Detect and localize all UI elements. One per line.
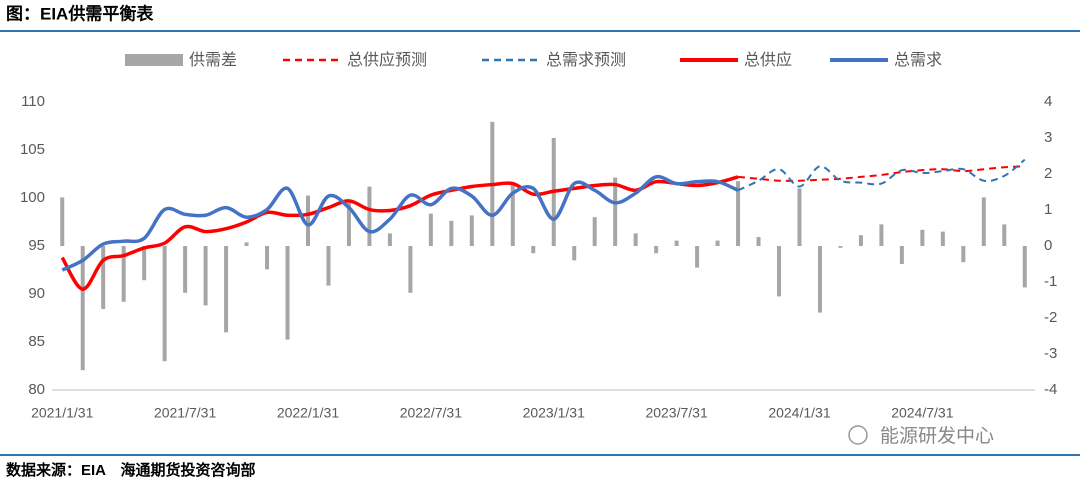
bar: [101, 246, 106, 309]
x-tick-label: 2022/1/31: [277, 405, 339, 421]
line: [737, 158, 1026, 192]
y2-tick-label: 1: [1044, 201, 1052, 218]
y-tick-label: 105: [20, 141, 45, 158]
bar: [1002, 224, 1007, 246]
line: [737, 165, 1025, 182]
bar: [80, 246, 85, 371]
bar: [162, 246, 167, 362]
bar: [305, 195, 310, 246]
bar: [797, 188, 802, 246]
y2-tick-label: -4: [1044, 381, 1057, 398]
source: 数据来源：EIA 海通期货投资咨询部: [6, 461, 255, 479]
x-tick-label: 2023/7/31: [645, 405, 707, 421]
bar: [1022, 246, 1027, 288]
bar: [244, 242, 249, 246]
bar: [142, 246, 147, 281]
bar: [838, 246, 843, 248]
y2-tick-label: 4: [1044, 93, 1052, 110]
bar: [920, 229, 925, 246]
bar: [695, 246, 700, 268]
bar: [633, 233, 638, 246]
bar: [346, 202, 351, 246]
bar: [858, 235, 863, 246]
y2-tick-label: -3: [1044, 345, 1057, 362]
bar: [961, 246, 966, 263]
bar: [654, 246, 659, 254]
bar: [940, 231, 945, 246]
legend-label: 总供应: [744, 50, 792, 69]
x-tick-label: 2021/7/31: [154, 405, 216, 421]
bar: [674, 240, 679, 246]
bar: [224, 246, 229, 333]
bar: [510, 183, 515, 246]
y2-tick-label: 2: [1044, 165, 1052, 182]
bar: [183, 246, 188, 293]
y2-tick-label: -1: [1044, 273, 1057, 290]
y-tick-label: 80: [28, 381, 45, 398]
y-tick-label: 85: [28, 333, 45, 350]
bar: [899, 246, 904, 264]
bar: [60, 197, 65, 246]
line: [61, 174, 739, 272]
bar: [326, 246, 331, 286]
bar: [756, 237, 761, 246]
y2-tick-label: -2: [1044, 309, 1057, 326]
x-tick-label: 2021/1/31: [31, 405, 93, 421]
legend-label: 总需求: [894, 51, 942, 69]
legend-label: 总供应预测: [347, 50, 427, 69]
y-tick-label: 100: [20, 189, 45, 206]
x-tick-label: 2024/7/31: [891, 405, 953, 421]
bar: [592, 217, 597, 246]
bar: [572, 246, 577, 261]
bar: [715, 240, 720, 246]
bar: [981, 197, 986, 246]
x-tick-label: 2023/1/31: [523, 405, 585, 421]
y2-tick-label: 0: [1044, 237, 1052, 254]
bar: [817, 246, 822, 313]
y2-tick-label: 3: [1044, 129, 1052, 146]
bar: [203, 246, 208, 306]
chart-title: 图：EIA供需平衡表: [6, 3, 154, 23]
bar: [879, 224, 884, 246]
legend-swatch: [125, 54, 183, 66]
legend-label: 供需差: [189, 51, 237, 69]
bar: [531, 246, 536, 254]
x-tick-label: 2022/7/31: [400, 405, 462, 421]
y-tick-label: 110: [21, 93, 45, 110]
bar: [469, 215, 474, 246]
bar: [428, 213, 433, 246]
bar: [387, 233, 392, 246]
bar: [777, 246, 782, 297]
x-tick-label: 2024/1/31: [768, 405, 830, 421]
bar: [367, 186, 372, 246]
bar: [449, 220, 454, 246]
y-tick-label: 90: [28, 285, 45, 302]
y-tick-label: 95: [28, 237, 45, 254]
bar: [265, 246, 270, 270]
bar: [121, 246, 126, 302]
watermark-icon: [848, 425, 868, 445]
bar: [736, 181, 741, 246]
watermark: 能源研发中心: [880, 425, 994, 447]
bar: [408, 246, 413, 293]
bar: [613, 177, 618, 246]
legend-label: 总需求预测: [546, 51, 626, 69]
bar: [285, 246, 290, 340]
